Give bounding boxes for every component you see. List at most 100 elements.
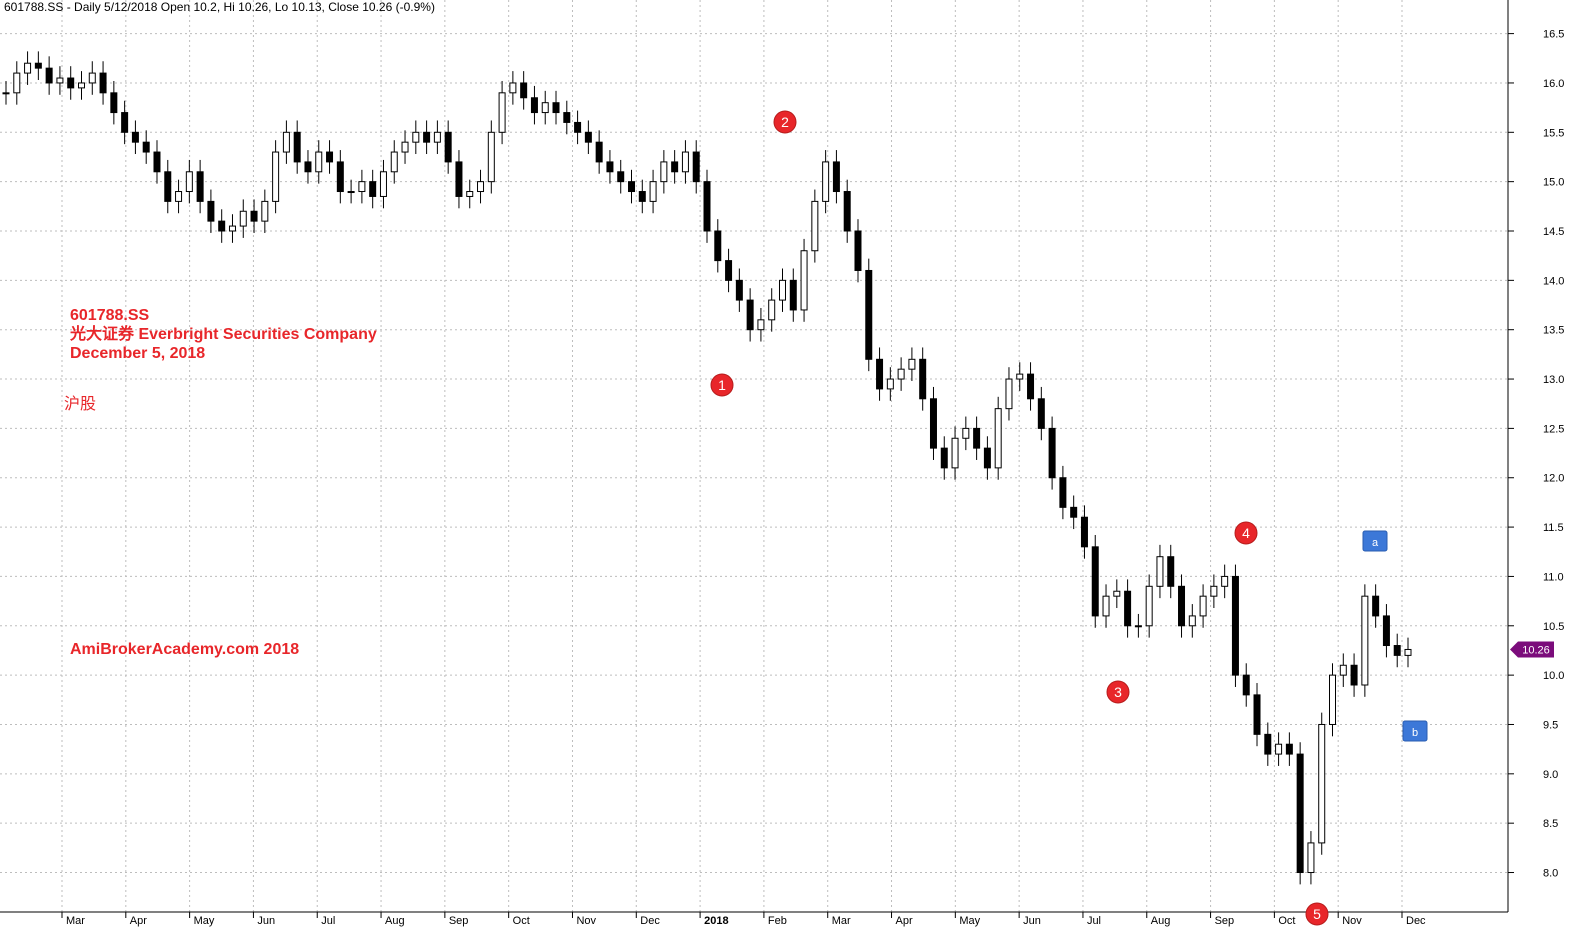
- marker-circle: [773, 110, 797, 134]
- candle-body: [477, 181, 485, 193]
- candle-body: [207, 200, 215, 222]
- candle: [77, 71, 85, 100]
- y-axis: 8.0 8.5 9.0 9.5 10.0 10.5 11.0 11.5 12.0 12.5 13.0…: [1508, 29, 1564, 880]
- candle: [628, 169, 636, 204]
- candle-body: [822, 161, 830, 202]
- candle: [940, 436, 948, 480]
- candle: [45, 56, 53, 95]
- candle-body: [725, 260, 733, 281]
- candle-body: [1210, 585, 1218, 597]
- candle-body: [239, 210, 247, 227]
- x-axis: Mar Apr May Jun Jul Aug Sep Oct Nov Dec 2018 Feb Mar…: [61, 912, 1426, 927]
- candle: [1091, 534, 1099, 628]
- marker-circle: [1106, 680, 1130, 704]
- candle: [563, 100, 571, 135]
- candle: [1361, 584, 1369, 697]
- candle: [1285, 732, 1293, 766]
- candle-body: [121, 112, 129, 133]
- candle: [121, 100, 129, 145]
- candle-body: [423, 131, 431, 143]
- candle: [239, 199, 247, 238]
- x-tick-label: Nov: [576, 915, 596, 927]
- candle-body: [1113, 590, 1121, 597]
- candle-body: [1178, 585, 1186, 627]
- candle: [1005, 367, 1013, 421]
- wave-marker-a: a: [1362, 530, 1388, 552]
- x-tick-label: 2018: [704, 915, 728, 927]
- candle-body: [843, 191, 851, 232]
- candle-body: [811, 200, 819, 252]
- candle-body: [660, 161, 668, 183]
- candle-body: [1070, 506, 1078, 518]
- y-tick-label: 9.5: [1543, 719, 1558, 731]
- candle: [520, 71, 528, 110]
- candle-body: [164, 171, 172, 202]
- candle: [466, 179, 474, 209]
- candle: [1350, 653, 1358, 697]
- candle-body: [908, 358, 916, 370]
- candle-body: [24, 62, 32, 74]
- x-tick-label: May: [194, 915, 215, 927]
- candle-body: [99, 72, 107, 94]
- x-tick-label: May: [959, 915, 980, 927]
- candle: [498, 80, 506, 145]
- candle: [358, 169, 366, 204]
- candle-body: [1253, 694, 1261, 735]
- candle: [778, 268, 786, 312]
- candle: [1134, 613, 1142, 638]
- candle-body: [865, 269, 873, 360]
- candle: [1404, 637, 1412, 668]
- candle: [164, 159, 172, 214]
- candle: [185, 159, 193, 204]
- candle: [854, 219, 862, 283]
- candle-body: [735, 279, 743, 301]
- candle-body: [1221, 575, 1229, 587]
- y-tick-label: 13.5: [1543, 325, 1564, 337]
- candle-body: [88, 72, 96, 84]
- candle-body: [1393, 645, 1401, 656]
- candle-body: [703, 181, 711, 232]
- candle: [131, 120, 139, 155]
- x-tick-label: Nov: [1342, 915, 1362, 927]
- candle: [1307, 831, 1315, 885]
- candle-body: [45, 67, 53, 84]
- candle: [228, 214, 236, 243]
- candle-body: [541, 102, 549, 114]
- candle: [272, 140, 280, 214]
- marker-circle: [710, 373, 734, 397]
- y-tick-label: 16.5: [1543, 29, 1564, 41]
- candle: [768, 288, 776, 332]
- candle-body: [1037, 398, 1045, 429]
- candle: [433, 120, 441, 155]
- candle: [1156, 544, 1164, 599]
- candle-body: [455, 161, 463, 197]
- marker-square: [1402, 720, 1428, 742]
- candle: [509, 71, 517, 105]
- candle: [1221, 564, 1229, 599]
- candle-body: [1231, 575, 1239, 676]
- candle-body: [379, 171, 387, 197]
- candle-body: [77, 82, 85, 89]
- candle: [1124, 579, 1132, 638]
- candle: [994, 396, 1002, 480]
- candle-body: [1296, 753, 1304, 874]
- candle: [196, 159, 204, 214]
- candle: [326, 140, 334, 174]
- candle: [88, 61, 96, 95]
- candle: [142, 130, 150, 164]
- candle-body: [681, 151, 689, 173]
- company-label: 光大证券 Everbright Securities Company: [70, 326, 377, 343]
- x-tick-label: Feb: [768, 915, 787, 927]
- candle-body: [530, 97, 538, 114]
- marker-label: a: [1372, 537, 1379, 549]
- candle: [293, 120, 301, 174]
- candle-body: [1382, 615, 1390, 647]
- candle: [250, 199, 258, 233]
- wave-marker-2: 2: [773, 110, 797, 134]
- candle-body: [336, 161, 344, 193]
- candle-body: [832, 161, 840, 193]
- candle-body: [595, 141, 603, 163]
- chart-header: 601788.SS - Daily 5/12/2018 Open 10.2, H…: [4, 0, 435, 14]
- candle-body: [584, 131, 592, 143]
- candle: [477, 169, 485, 204]
